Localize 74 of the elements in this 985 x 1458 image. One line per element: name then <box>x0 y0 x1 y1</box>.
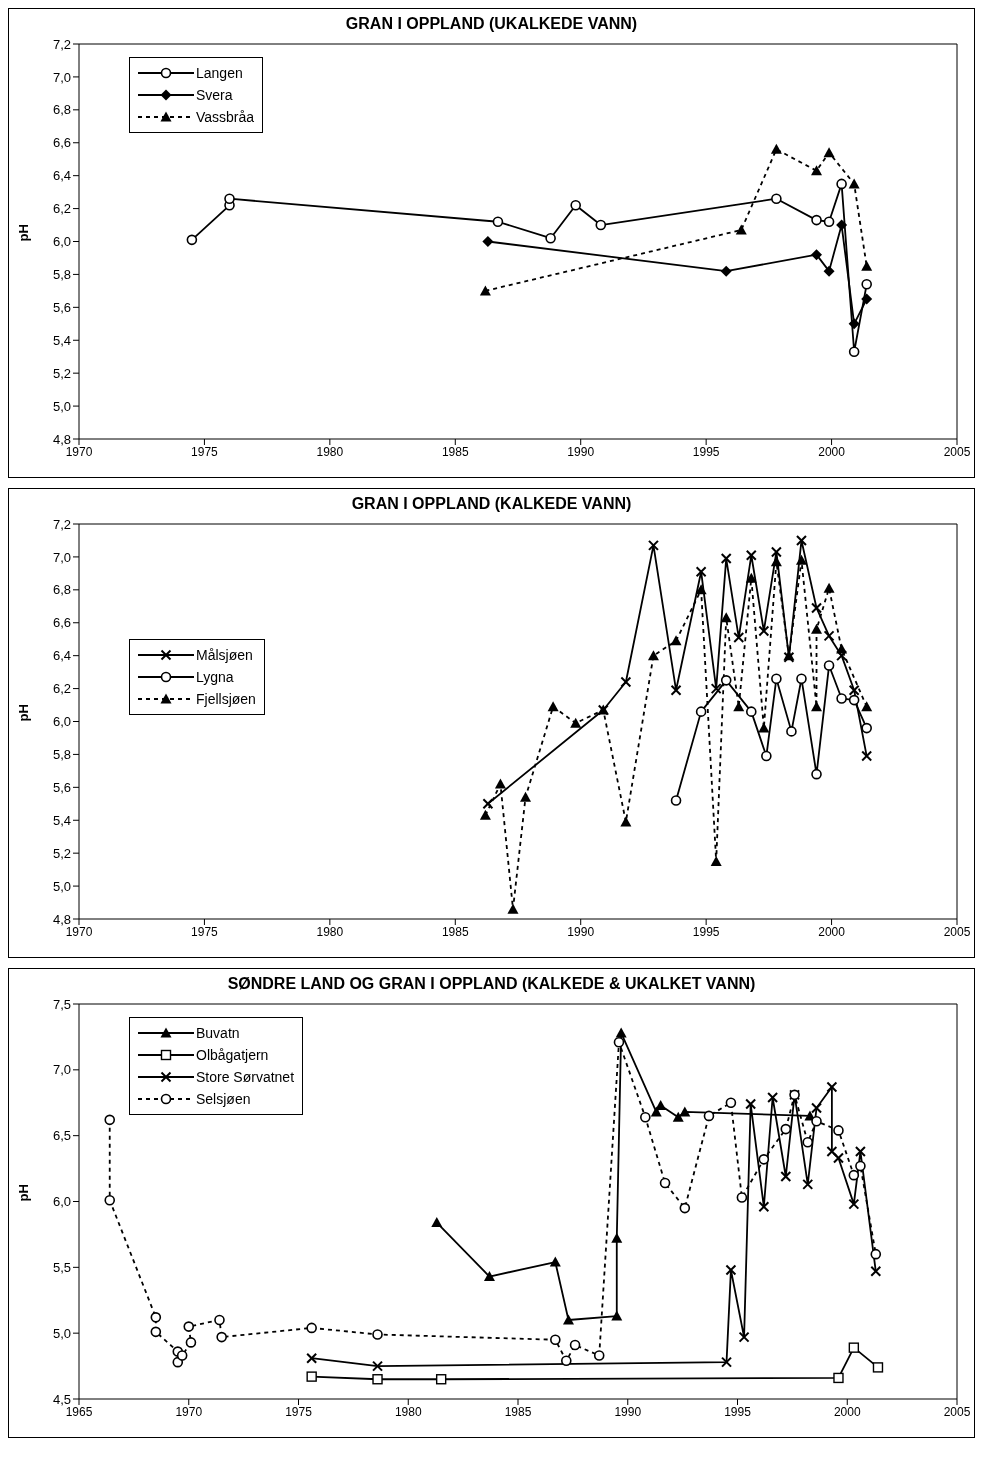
y-tick-label: 6,0 <box>52 714 71 730</box>
y-tick-label: 7,0 <box>52 549 71 565</box>
x-tick-label: 1980 <box>316 924 344 939</box>
y-tick-label: 5,4 <box>52 332 71 348</box>
y-tick-label: 6,2 <box>52 681 71 697</box>
x-tick-label: 2005 <box>943 444 971 459</box>
x-tick-label: 2005 <box>943 1404 971 1419</box>
y-tick-label: 5,8 <box>52 747 71 763</box>
x-tick-label: 1970 <box>65 444 93 459</box>
y-axis-title: pH <box>15 224 31 242</box>
legend-label: Målsjøen <box>196 647 253 663</box>
y-tick-label: 4,8 <box>52 911 71 927</box>
y-tick-label: 5,2 <box>52 365 71 381</box>
x-tick-label: 1985 <box>504 1404 532 1419</box>
y-tick-label: 6,6 <box>52 615 71 631</box>
chart-title: GRAN I OPPLAND (UKALKEDE VANN) <box>344 14 639 34</box>
y-axis-title: pH <box>15 704 31 722</box>
x-tick-label: 1965 <box>65 1404 93 1419</box>
chart-title: SØNDRE LAND OG GRAN I OPPLAND (KALKEDE & UKALKET VANN) <box>226 974 757 994</box>
y-tick-label: 5,4 <box>52 812 71 828</box>
y-tick-label: 7,0 <box>52 69 71 85</box>
y-tick-label: 6,4 <box>52 168 71 184</box>
legend-label: Langen <box>196 65 243 81</box>
y-tick-label: 5,2 <box>52 845 71 861</box>
y-tick-label: 7,2 <box>52 516 71 532</box>
legend-label: Svera <box>196 87 233 103</box>
legend-label: Buvatn <box>196 1025 240 1041</box>
y-tick-label: 5,6 <box>52 779 71 795</box>
x-tick-label: 2005 <box>943 924 971 939</box>
y-tick-label: 7,2 <box>52 36 71 52</box>
y-tick-label: 6,8 <box>52 102 71 118</box>
x-tick-label: 2000 <box>833 1404 861 1419</box>
legend-label: Vassbråa <box>196 109 255 125</box>
chart-title: GRAN I OPPLAND (KALKEDE VANN) <box>350 494 633 514</box>
y-tick-label: 6,4 <box>52 648 71 664</box>
x-tick-label: 1980 <box>316 444 344 459</box>
y-tick-label: 6,6 <box>52 135 71 151</box>
y-tick-label: 5,0 <box>52 1325 71 1341</box>
y-tick-label: 6,2 <box>52 201 71 217</box>
x-tick-label: 1995 <box>724 1404 752 1419</box>
y-tick-label: 4,8 <box>52 431 71 447</box>
x-tick-label: 1990 <box>567 924 595 939</box>
y-tick-label: 6,5 <box>52 1128 71 1144</box>
x-tick-label: 2000 <box>818 444 846 459</box>
x-tick-label: 2000 <box>818 924 846 939</box>
x-tick-label: 1975 <box>191 444 219 459</box>
y-tick-label: 7,5 <box>52 996 71 1012</box>
y-tick-label: 6,8 <box>52 582 71 598</box>
y-tick-label: 5,8 <box>52 267 71 283</box>
x-tick-label: 1995 <box>692 924 720 939</box>
x-tick-label: 1990 <box>614 1404 642 1419</box>
x-tick-label: 1975 <box>285 1404 313 1419</box>
y-tick-label: 5,5 <box>52 1259 71 1275</box>
y-tick-label: 5,6 <box>52 299 71 315</box>
x-tick-label: 1995 <box>692 444 720 459</box>
legend-label: Store Sørvatnet <box>196 1069 295 1085</box>
legend-label: Lygna <box>196 669 234 685</box>
legend-label: Selsjøen <box>196 1091 251 1107</box>
x-tick-label: 1970 <box>65 924 93 939</box>
y-tick-label: 4,5 <box>52 1391 71 1407</box>
x-tick-label: 1985 <box>441 924 469 939</box>
y-axis-title: pH <box>15 1184 31 1202</box>
x-tick-label: 1975 <box>191 924 219 939</box>
x-tick-label: 1990 <box>567 444 595 459</box>
x-tick-label: 1985 <box>441 444 469 459</box>
y-tick-label: 6,0 <box>52 234 71 250</box>
legend-label: Olbågatjern <box>196 1047 269 1063</box>
y-tick-label: 6,0 <box>52 1194 71 1210</box>
x-tick-label: 1970 <box>175 1404 203 1419</box>
legend-label: Fjellsjøen <box>196 691 256 707</box>
y-tick-label: 5,0 <box>52 398 71 414</box>
y-tick-label: 7,0 <box>52 1062 71 1078</box>
x-tick-label: 1980 <box>394 1404 422 1419</box>
y-tick-label: 5,0 <box>52 878 71 894</box>
